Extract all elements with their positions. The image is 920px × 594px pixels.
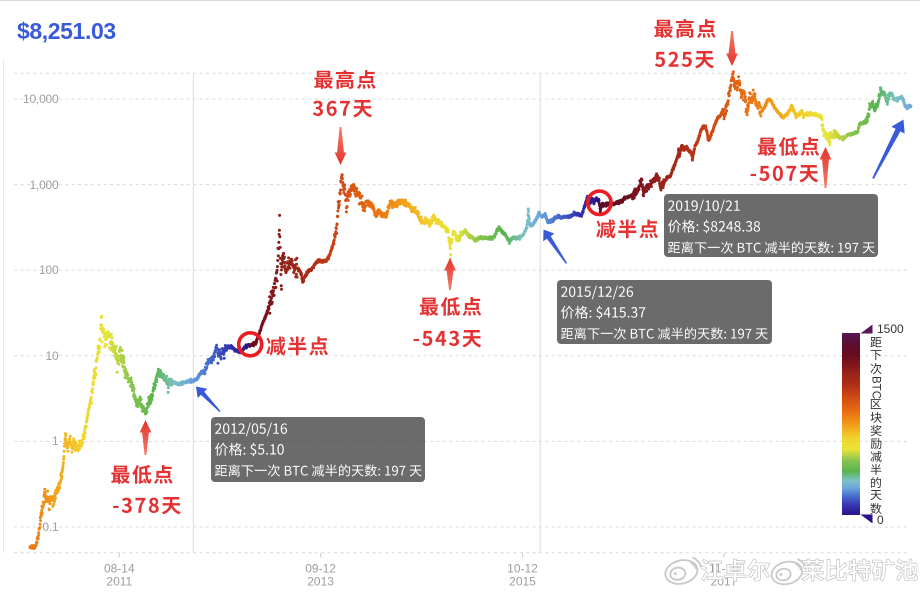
svg-text:10-12: 10-12 <box>507 562 538 576</box>
svg-text:08-14: 08-14 <box>104 562 135 576</box>
svg-text:2013: 2013 <box>307 575 334 589</box>
svg-text:1500: 1500 <box>877 322 904 336</box>
svg-text:2015: 2015 <box>509 575 536 589</box>
svg-text:1: 1 <box>52 434 59 448</box>
svg-text:09-12: 09-12 <box>305 562 336 576</box>
svg-text:$8,251.03: $8,251.03 <box>17 18 116 44</box>
svg-text:BTC: BTC <box>870 376 882 399</box>
svg-text:0.1: 0.1 <box>42 520 59 534</box>
svg-text:10,000: 10,000 <box>23 92 59 106</box>
svg-text:100: 100 <box>39 263 59 277</box>
svg-text:10: 10 <box>46 349 59 363</box>
svg-text:2011: 2011 <box>106 575 132 589</box>
svg-text:1,000: 1,000 <box>29 178 59 192</box>
svg-text:0: 0 <box>877 513 884 527</box>
